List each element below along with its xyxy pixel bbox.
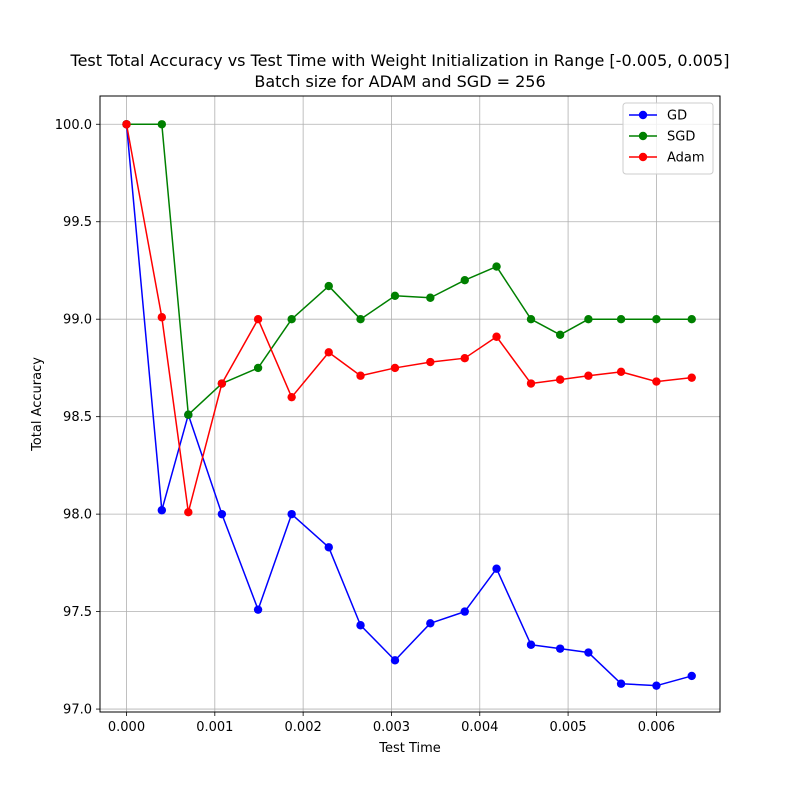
legend-label: SGD bbox=[667, 130, 695, 145]
legend-label: GD bbox=[667, 109, 687, 124]
series-line-adam bbox=[125, 124, 692, 513]
data-point-sgd bbox=[492, 262, 501, 271]
data-point-gd bbox=[460, 607, 469, 616]
data-point-adam bbox=[356, 371, 365, 380]
data-point-gd bbox=[526, 640, 536, 649]
x-axis-ticks: 0.000 0.001 0.002 0.003 0.004 0.005 0.006 bbox=[108, 712, 675, 735]
data-point-adam bbox=[184, 507, 193, 517]
y-tick-label: 100.0 bbox=[55, 118, 92, 133]
data-point-sgd bbox=[460, 276, 469, 285]
data-point-adam bbox=[616, 367, 626, 377]
legend-swatch-marker bbox=[638, 110, 648, 120]
y-tick-label: 99.5 bbox=[63, 215, 92, 230]
data-point-gd bbox=[584, 648, 593, 657]
legend-item-adam: Adam bbox=[629, 151, 705, 166]
data-point-adam bbox=[157, 313, 167, 322]
data-point-sgd bbox=[616, 315, 626, 324]
series-layer bbox=[122, 120, 696, 690]
data-point-adam bbox=[390, 363, 400, 373]
y-axis-label: Total Accuracy bbox=[30, 357, 45, 452]
data-point-adam bbox=[460, 353, 469, 363]
data-point-sgd bbox=[687, 315, 696, 324]
data-point-gd bbox=[652, 681, 661, 690]
data-point-sgd bbox=[555, 330, 565, 339]
data-point-gd bbox=[287, 509, 296, 519]
chart-title: Test Total Accuracy vs Test Time with We… bbox=[70, 51, 730, 70]
data-point-gd bbox=[217, 509, 227, 519]
series-adam bbox=[122, 120, 696, 517]
data-point-adam bbox=[253, 315, 263, 324]
data-point-sgd bbox=[390, 291, 400, 301]
data-point-adam bbox=[492, 332, 501, 341]
data-point-sgd bbox=[356, 315, 365, 324]
data-point-sgd bbox=[584, 315, 593, 324]
legend-swatch-marker bbox=[638, 152, 648, 162]
legend: GD SGD Adam bbox=[622, 102, 714, 175]
data-point-adam bbox=[122, 120, 131, 129]
data-point-adam bbox=[687, 373, 696, 382]
y-tick-label: 97.0 bbox=[63, 703, 92, 718]
data-point-sgd bbox=[253, 363, 263, 373]
series-line-gd bbox=[125, 124, 692, 687]
data-point-adam bbox=[324, 348, 333, 357]
data-point-adam bbox=[426, 357, 435, 367]
data-point-sgd bbox=[184, 410, 193, 419]
data-point-gd bbox=[616, 679, 626, 688]
x-tick-label: 0.000 bbox=[108, 720, 145, 735]
y-tick-label: 99.0 bbox=[63, 313, 92, 328]
data-point-sgd bbox=[287, 315, 296, 324]
data-point-gd bbox=[426, 619, 435, 628]
x-axis-label: Test Time bbox=[378, 741, 441, 756]
data-point-gd bbox=[253, 605, 263, 614]
data-point-gd bbox=[157, 506, 167, 515]
data-point-adam bbox=[526, 379, 536, 388]
y-axis-ticks: 97.0 97.5 98.0 98.5 99.0 99.5 100.0 bbox=[55, 118, 100, 718]
data-point-gd bbox=[324, 543, 333, 552]
y-tick-label: 98.0 bbox=[63, 508, 92, 523]
data-point-sgd bbox=[426, 293, 435, 302]
x-tick-label: 0.002 bbox=[285, 720, 322, 735]
x-tick-label: 0.004 bbox=[461, 720, 498, 735]
data-point-adam bbox=[555, 375, 565, 384]
data-point-gd bbox=[492, 564, 501, 573]
x-tick-label: 0.006 bbox=[638, 720, 675, 735]
data-point-adam bbox=[584, 371, 593, 380]
legend-item-gd: GD bbox=[629, 109, 687, 124]
data-point-sgd bbox=[157, 120, 167, 129]
legend-label: Adam bbox=[667, 151, 705, 166]
data-point-sgd bbox=[324, 281, 333, 291]
series-sgd bbox=[122, 120, 696, 419]
data-point-gd bbox=[687, 671, 696, 681]
axes-frame bbox=[99, 95, 721, 713]
x-tick-label: 0.003 bbox=[373, 720, 410, 735]
data-point-sgd bbox=[526, 315, 536, 324]
data-point-adam bbox=[287, 392, 296, 402]
y-tick-label: 98.5 bbox=[63, 410, 92, 425]
series-gd bbox=[122, 120, 696, 690]
grid-lines bbox=[100, 96, 720, 712]
data-point-sgd bbox=[652, 315, 661, 324]
x-tick-label: 0.005 bbox=[549, 720, 586, 735]
series-line-sgd bbox=[126, 123, 692, 416]
y-tick-label: 97.5 bbox=[63, 605, 92, 620]
legend-item-sgd: SGD bbox=[629, 130, 695, 145]
data-point-adam bbox=[217, 379, 227, 388]
legend-swatch-marker bbox=[638, 131, 648, 141]
data-point-gd bbox=[390, 656, 400, 665]
chart-subtitle: Batch size for ADAM and SGD = 256 bbox=[254, 72, 546, 91]
x-tick-label: 0.001 bbox=[196, 720, 233, 735]
data-point-adam bbox=[652, 377, 661, 386]
data-point-gd bbox=[555, 644, 565, 653]
data-point-gd bbox=[356, 621, 365, 630]
